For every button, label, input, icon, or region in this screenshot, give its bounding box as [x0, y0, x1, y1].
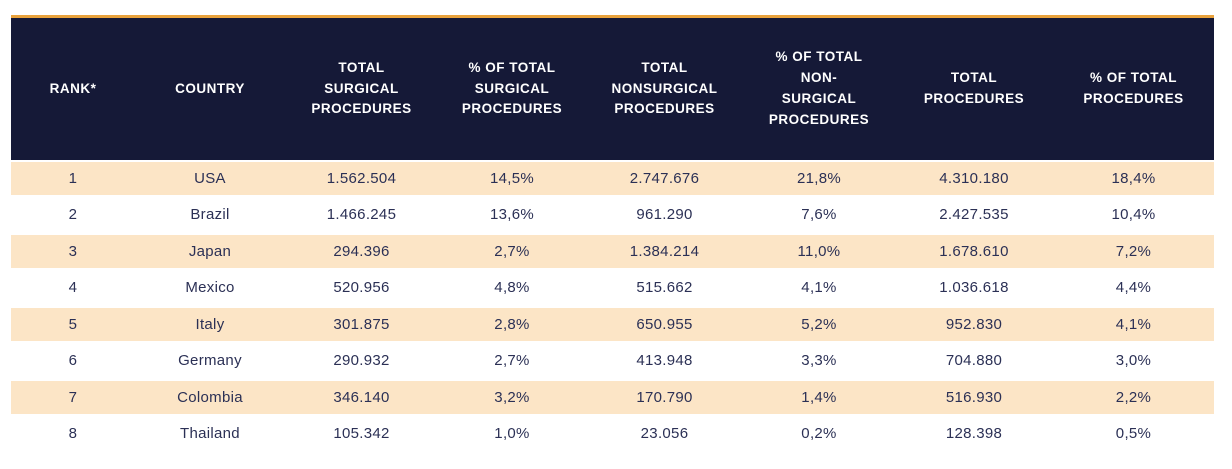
- column-header-pct-nonsurgical: % OF TOTAL NON- SURGICAL PROCEDURES: [743, 18, 895, 160]
- cell-total-surgical: 1.466.245: [285, 199, 438, 235]
- cell-pct-procedures: 4,4%: [1053, 272, 1214, 308]
- cell-pct-surgical: 3,2%: [438, 381, 586, 418]
- cell-rank: 2: [11, 199, 135, 235]
- cell-pct-nonsurgical: 7,6%: [743, 199, 895, 235]
- column-header-pct-surgical: % OF TOTAL SURGICAL PROCEDURES: [438, 18, 586, 160]
- cell-total-nonsurgical: 170.790: [586, 381, 743, 418]
- table-row: 4 Mexico 520.956 4,8% 515.662 4,1% 1.036…: [11, 272, 1214, 308]
- cell-total-nonsurgical: 515.662: [586, 272, 743, 308]
- cell-rank: 3: [11, 235, 135, 272]
- table-row: 7 Colombia 346.140 3,2% 170.790 1,4% 516…: [11, 381, 1214, 418]
- cell-total-surgical: 105.342: [285, 418, 438, 454]
- cell-total-surgical: 1.562.504: [285, 160, 438, 199]
- cell-pct-nonsurgical: 1,4%: [743, 381, 895, 418]
- cell-rank: 1: [11, 160, 135, 199]
- cell-total-nonsurgical: 2.747.676: [586, 160, 743, 199]
- cell-rank: 8: [11, 418, 135, 454]
- cell-rank: 5: [11, 308, 135, 345]
- cell-pct-nonsurgical: 11,0%: [743, 235, 895, 272]
- cell-country: Germany: [135, 345, 285, 381]
- cell-pct-procedures: 2,2%: [1053, 381, 1214, 418]
- cell-total-nonsurgical: 961.290: [586, 199, 743, 235]
- cell-total-surgical: 520.956: [285, 272, 438, 308]
- cell-country: Japan: [135, 235, 285, 272]
- cell-pct-nonsurgical: 5,2%: [743, 308, 895, 345]
- cell-pct-nonsurgical: 4,1%: [743, 272, 895, 308]
- cell-total-procedures: 2.427.535: [895, 199, 1053, 235]
- cell-country: Brazil: [135, 199, 285, 235]
- cell-pct-surgical: 1,0%: [438, 418, 586, 454]
- cell-country: USA: [135, 160, 285, 199]
- cell-total-nonsurgical: 413.948: [586, 345, 743, 381]
- cell-pct-nonsurgical: 0,2%: [743, 418, 895, 454]
- header-row: RANK* COUNTRY TOTAL SURGICAL PROCEDURES …: [11, 18, 1214, 160]
- cell-pct-procedures: 0,5%: [1053, 418, 1214, 454]
- cell-pct-procedures: 7,2%: [1053, 235, 1214, 272]
- table-row: 3 Japan 294.396 2,7% 1.384.214 11,0% 1.6…: [11, 235, 1214, 272]
- procedures-table: RANK* COUNTRY TOTAL SURGICAL PROCEDURES …: [11, 15, 1214, 454]
- cell-country: Thailand: [135, 418, 285, 454]
- cell-total-surgical: 346.140: [285, 381, 438, 418]
- column-header-country: COUNTRY: [135, 18, 285, 160]
- table-row: 1 USA 1.562.504 14,5% 2.747.676 21,8% 4.…: [11, 160, 1214, 199]
- cell-total-procedures: 1.036.618: [895, 272, 1053, 308]
- cell-pct-surgical: 4,8%: [438, 272, 586, 308]
- cell-total-procedures: 1.678.610: [895, 235, 1053, 272]
- cell-total-nonsurgical: 1.384.214: [586, 235, 743, 272]
- cell-total-surgical: 301.875: [285, 308, 438, 345]
- table-body: 1 USA 1.562.504 14,5% 2.747.676 21,8% 4.…: [11, 160, 1214, 454]
- cell-pct-nonsurgical: 21,8%: [743, 160, 895, 199]
- column-header-total-procedures: TOTAL PROCEDURES: [895, 18, 1053, 160]
- table-row: 6 Germany 290.932 2,7% 413.948 3,3% 704.…: [11, 345, 1214, 381]
- cell-country: Mexico: [135, 272, 285, 308]
- column-header-total-nonsurgical: TOTAL NONSURGICAL PROCEDURES: [586, 18, 743, 160]
- cell-total-procedures: 952.830: [895, 308, 1053, 345]
- cell-total-procedures: 704.880: [895, 345, 1053, 381]
- table-row: 2 Brazil 1.466.245 13,6% 961.290 7,6% 2.…: [11, 199, 1214, 235]
- cell-pct-surgical: 2,7%: [438, 235, 586, 272]
- data-table: RANK* COUNTRY TOTAL SURGICAL PROCEDURES …: [11, 18, 1214, 454]
- cell-total-procedures: 4.310.180: [895, 160, 1053, 199]
- table-row: 5 Italy 301.875 2,8% 650.955 5,2% 952.83…: [11, 308, 1214, 345]
- cell-pct-nonsurgical: 3,3%: [743, 345, 895, 381]
- cell-total-nonsurgical: 23.056: [586, 418, 743, 454]
- cell-total-surgical: 294.396: [285, 235, 438, 272]
- cell-pct-procedures: 18,4%: [1053, 160, 1214, 199]
- cell-pct-procedures: 4,1%: [1053, 308, 1214, 345]
- cell-country: Colombia: [135, 381, 285, 418]
- column-header-pct-procedures: % OF TOTAL PROCEDURES: [1053, 18, 1214, 160]
- cell-pct-procedures: 3,0%: [1053, 345, 1214, 381]
- cell-total-surgical: 290.932: [285, 345, 438, 381]
- cell-pct-surgical: 2,8%: [438, 308, 586, 345]
- cell-country: Italy: [135, 308, 285, 345]
- cell-pct-procedures: 10,4%: [1053, 199, 1214, 235]
- table-row: 8 Thailand 105.342 1,0% 23.056 0,2% 128.…: [11, 418, 1214, 454]
- cell-rank: 4: [11, 272, 135, 308]
- cell-pct-surgical: 2,7%: [438, 345, 586, 381]
- cell-rank: 6: [11, 345, 135, 381]
- cell-pct-surgical: 14,5%: [438, 160, 586, 199]
- cell-pct-surgical: 13,6%: [438, 199, 586, 235]
- column-header-total-surgical: TOTAL SURGICAL PROCEDURES: [285, 18, 438, 160]
- cell-rank: 7: [11, 381, 135, 418]
- accent-line: [11, 15, 1214, 18]
- column-header-rank: RANK*: [11, 18, 135, 160]
- cell-total-procedures: 128.398: [895, 418, 1053, 454]
- cell-total-nonsurgical: 650.955: [586, 308, 743, 345]
- cell-total-procedures: 516.930: [895, 381, 1053, 418]
